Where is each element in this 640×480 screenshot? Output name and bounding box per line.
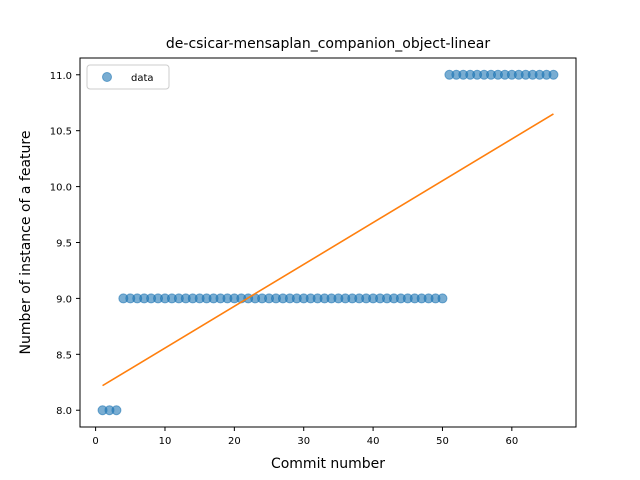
y-tick-label: 11.0 <box>50 71 72 82</box>
x-tick-label: 20 <box>228 436 241 447</box>
y-tick-label: 8.5 <box>56 350 72 361</box>
legend-marker <box>102 72 112 82</box>
x-tick-label: 0 <box>92 436 98 447</box>
data-point <box>548 69 559 80</box>
x-tick-label: 50 <box>436 436 449 447</box>
fit-line <box>102 113 554 387</box>
y-tick-label: 8.0 <box>56 406 72 417</box>
y-axis-title: Number of instance of a feature <box>18 131 34 355</box>
plot-area <box>97 69 559 416</box>
x-tick-label: 30 <box>297 436 310 447</box>
y-tick-label: 10.5 <box>50 127 72 138</box>
axes-frame <box>79 57 577 428</box>
y-tick-label: 10.0 <box>50 183 72 194</box>
chart-title: de-csicar-mensaplan_companion_object-lin… <box>166 36 490 52</box>
x-tick-label: 40 <box>367 436 380 447</box>
legend: data <box>86 64 170 90</box>
legend-box <box>86 64 170 90</box>
data-point <box>111 405 122 416</box>
x-axis-title: Commit number <box>271 456 385 472</box>
data-point <box>437 293 448 304</box>
y-tick-label: 9.0 <box>56 294 72 305</box>
x-axis: 0 10 20 30 40 50 60 <box>92 427 518 447</box>
y-axis: 8.0 8.5 9.0 9.5 10.0 10.5 11.0 <box>50 71 80 417</box>
x-tick-label: 60 <box>505 436 518 447</box>
x-tick-label: 10 <box>159 436 172 447</box>
y-tick-label: 9.5 <box>56 239 72 250</box>
legend-label: data <box>131 73 154 84</box>
